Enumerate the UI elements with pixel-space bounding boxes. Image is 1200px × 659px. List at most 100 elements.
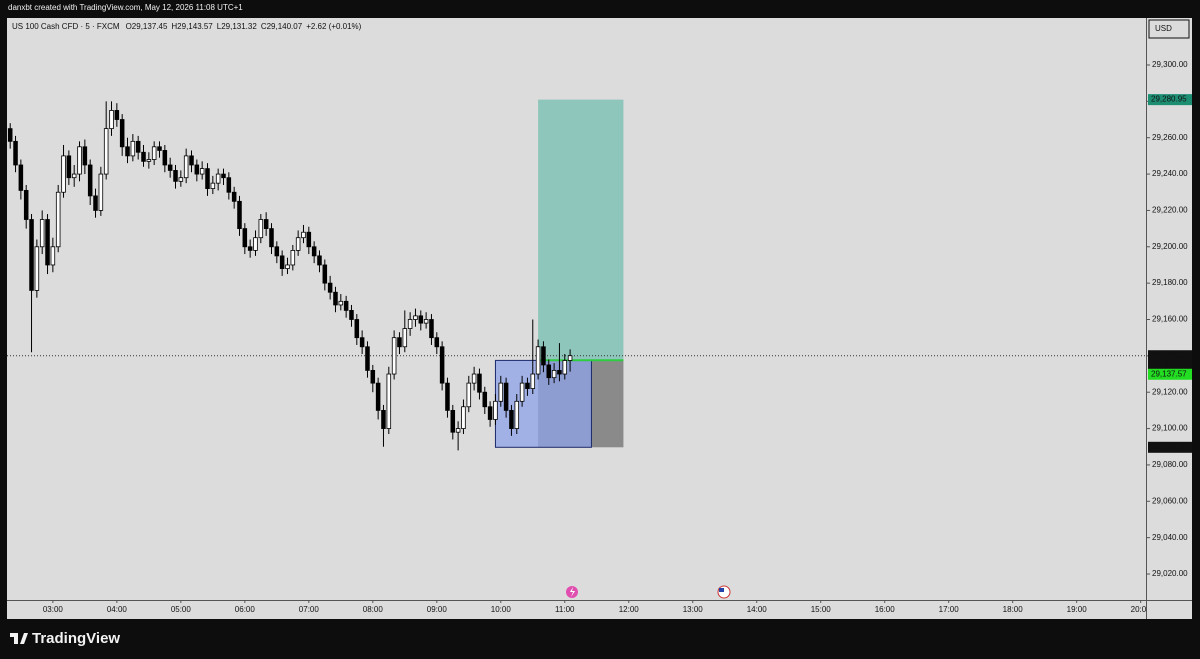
candle-body <box>279 255 285 269</box>
candle-body <box>477 373 482 393</box>
currency: USD <box>1155 24 1172 33</box>
x-tick-label: 12:00 <box>619 605 640 614</box>
y-tick-label: 29,120.00 <box>1152 387 1188 396</box>
candle-body <box>397 337 402 348</box>
candle-body <box>231 191 237 202</box>
open-label: O29,137.45 <box>126 22 168 31</box>
candle-body <box>194 164 200 175</box>
y-tick-label: 29,020.00 <box>1152 569 1188 578</box>
y-tick-label: 29,300.00 <box>1152 60 1188 69</box>
candle-body <box>39 219 45 248</box>
candle-body <box>301 231 306 239</box>
candle-body <box>130 140 136 157</box>
x-tick-label: 18:00 <box>1003 605 1024 614</box>
candle-body <box>546 364 552 379</box>
candle-body <box>247 246 253 251</box>
candle-body <box>71 173 77 179</box>
y-tick-label: 29,260.00 <box>1152 133 1188 142</box>
candle-body <box>455 428 461 433</box>
candle-body <box>178 177 184 182</box>
candle-body <box>418 315 424 324</box>
candle-body <box>295 237 301 251</box>
price-label-box <box>1148 94 1192 106</box>
candle-body <box>445 382 450 411</box>
rectangle-drawing <box>494 359 592 448</box>
low-label: L29,131.32 <box>217 22 258 31</box>
x-tick-label: 06:00 <box>235 605 256 614</box>
candle-body <box>306 231 312 248</box>
candle-body <box>391 337 397 375</box>
candle-body <box>461 406 466 429</box>
change-label: +2.62 (+0.01%) <box>306 22 361 31</box>
x-tick-label: 14:00 <box>747 605 768 614</box>
candle-body <box>503 382 509 411</box>
close-label: C29,140.07 <box>261 22 303 31</box>
candle-body <box>487 406 493 420</box>
event-icon-glyph <box>570 587 575 597</box>
candle-body <box>274 246 280 257</box>
candle-body <box>199 168 205 175</box>
candle-body <box>370 369 376 384</box>
candle-body <box>263 219 269 230</box>
brand: TradingView <box>10 630 120 647</box>
price-label-box <box>1148 350 1192 371</box>
candle-body <box>157 146 162 151</box>
candle-body <box>50 246 56 266</box>
candle-body <box>77 146 82 175</box>
candle-body <box>482 391 488 408</box>
candle-body <box>87 164 93 197</box>
candle-body <box>221 173 226 179</box>
candle-body <box>311 246 317 257</box>
candle-body <box>541 346 546 366</box>
x-tick-label: 16:00 <box>875 605 896 614</box>
candle-body <box>317 255 322 266</box>
candle-body <box>258 219 264 239</box>
candle-body <box>551 369 557 379</box>
x-tick-label: 15:00 <box>811 605 832 614</box>
price-label: 29,137.57 <box>1151 369 1187 378</box>
candle-body <box>205 168 210 190</box>
candle-body <box>61 155 66 193</box>
candle-body <box>557 369 562 375</box>
countdown: 01:20 <box>1151 360 1172 369</box>
candle-body <box>210 182 216 190</box>
candle-body <box>498 382 504 402</box>
target-zone <box>538 99 624 361</box>
candle-body <box>98 173 104 211</box>
candle-body <box>514 400 520 429</box>
y-tick-label: 29,240.00 <box>1152 169 1188 178</box>
candle-body <box>151 146 157 160</box>
candle-body <box>13 140 18 166</box>
candle-body <box>386 373 392 429</box>
y-tick-label: 29,200.00 <box>1152 242 1188 251</box>
candle-body <box>7 128 13 142</box>
candle-body <box>413 315 418 320</box>
candle-body <box>269 228 274 248</box>
candle-body <box>45 219 50 266</box>
y-tick-label: 29,180.00 <box>1152 278 1188 287</box>
candle-body <box>66 155 72 179</box>
price-label-box <box>1148 441 1192 453</box>
candle-body <box>407 319 413 329</box>
event-icons <box>566 585 731 599</box>
candle-body <box>327 282 333 293</box>
candle-body <box>338 300 344 306</box>
candle-body <box>146 159 152 162</box>
candle-body <box>519 382 525 402</box>
candle-body <box>103 128 109 175</box>
brand-logo <box>10 633 28 644</box>
time-axis: 03:00 04:00 05:00 06:00 07:00 08:00 09:00 10:00… <box>43 600 1152 614</box>
x-tick-label: 10:00 <box>491 605 512 614</box>
candle-body <box>423 319 429 324</box>
candle-body <box>125 146 130 157</box>
currency-box <box>1148 19 1190 39</box>
candle-body <box>359 337 365 348</box>
candle-body <box>114 110 120 120</box>
x-tick-label: 13:00 <box>683 605 704 614</box>
candle-body <box>215 173 221 184</box>
candle-body <box>29 219 34 291</box>
x-tick-label: 20:00 <box>1131 605 1152 614</box>
x-tick-label: 09:00 <box>427 605 448 614</box>
price-label: 29,280.95 <box>1151 95 1187 104</box>
